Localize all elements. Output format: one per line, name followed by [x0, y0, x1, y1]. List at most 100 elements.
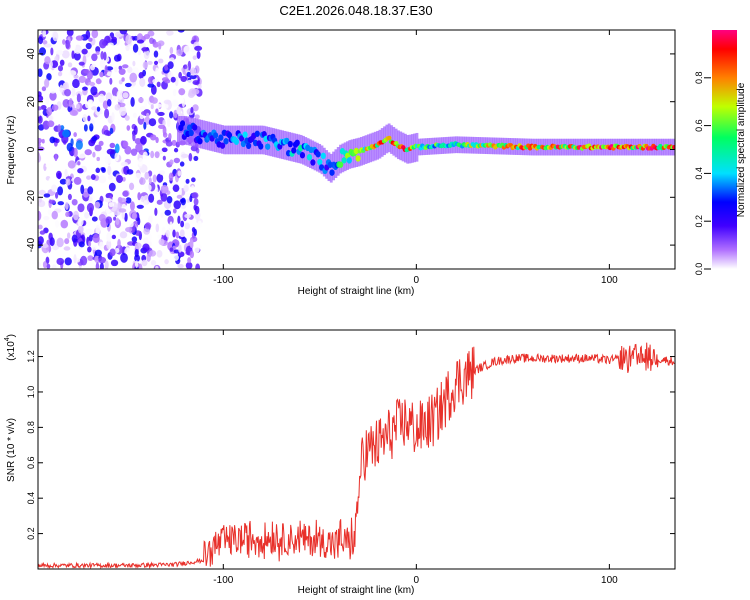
- noise-speckle: [173, 200, 182, 210]
- noise-speckle: [137, 157, 144, 167]
- noise-speckle: [150, 150, 155, 159]
- noise-speckle: [185, 178, 190, 184]
- noise-speckle: [164, 259, 169, 265]
- y-tick-label: 1.0: [26, 386, 36, 399]
- noise-speckle: [148, 118, 157, 127]
- y-tick-label: 40: [26, 48, 37, 60]
- noise-speckle: [75, 103, 81, 110]
- noise-speckle: [160, 212, 164, 218]
- noise-speckle: [41, 86, 47, 92]
- noise-speckle: [132, 112, 137, 118]
- noise-speckle: [126, 125, 131, 131]
- noise-speckle: [64, 169, 68, 177]
- noise-speckle: [54, 138, 60, 144]
- noise-speckle: [124, 212, 128, 222]
- noise-speckle: [91, 106, 97, 111]
- ridge-point: [320, 152, 326, 160]
- ridge-halo: [322, 147, 326, 177]
- noise-speckle: [104, 197, 112, 203]
- noise-speckle: [180, 97, 185, 104]
- ridge-halo: [339, 144, 342, 174]
- noise-speckle: [103, 51, 107, 61]
- ridge-halo: [329, 153, 333, 183]
- noise-speckle: [109, 142, 116, 149]
- noise-speckle: [38, 94, 44, 102]
- noise-speckle: [162, 32, 168, 39]
- noise-speckle: [139, 114, 144, 120]
- noise-speckle: [99, 59, 106, 68]
- noise-speckle: [119, 231, 128, 239]
- noise-speckle: [64, 202, 69, 210]
- noise-speckle: [107, 165, 112, 176]
- noise-speckle: [114, 66, 118, 73]
- noise-speckle: [144, 222, 152, 230]
- noise-speckle: [92, 151, 96, 158]
- noise-speckle: [38, 36, 44, 45]
- noise-speckle: [99, 241, 104, 250]
- noise-speckle: [106, 98, 112, 107]
- noise-speckle: [159, 170, 166, 176]
- noise-speckle: [75, 35, 84, 41]
- x-tick-label: 0: [414, 275, 420, 286]
- noise-speckle: [193, 244, 200, 253]
- noise-speckle: [68, 70, 77, 77]
- y-tick-label: 0: [26, 146, 37, 152]
- noise-speckle: [38, 106, 43, 111]
- noise-speckle: [171, 139, 177, 147]
- noise-speckle: [114, 104, 121, 111]
- noise-speckle: [134, 172, 142, 181]
- noise-speckle: [50, 47, 54, 56]
- noise-speckle: [115, 247, 120, 254]
- ridge-halo: [336, 147, 340, 176]
- noise-speckle: [98, 175, 107, 184]
- noise-speckle: [108, 182, 116, 192]
- ridge-halo: [285, 131, 289, 161]
- noise-speckle: [111, 36, 118, 43]
- noise-speckle: [72, 40, 76, 51]
- noise-speckle: [73, 254, 77, 264]
- ridge-halo: [290, 132, 294, 162]
- ridge-halo: [295, 133, 298, 163]
- noise-speckle: [62, 39, 66, 45]
- noise-speckle: [129, 72, 138, 83]
- noise-speckle: [194, 114, 200, 120]
- noise-speckle: [195, 263, 201, 269]
- noise-speckle: [78, 61, 85, 66]
- noise-speckle: [155, 67, 159, 76]
- noise-speckle: [62, 129, 70, 138]
- noise-speckle: [87, 240, 92, 247]
- noise-speckle: [130, 97, 135, 107]
- noise-speckle: [42, 30, 47, 38]
- noise-speckle: [156, 249, 163, 258]
- ridge-halo: [309, 139, 312, 169]
- noise-speckle: [178, 88, 186, 96]
- noise-speckle: [73, 132, 77, 138]
- noise-speckle: [119, 106, 127, 117]
- noise-speckle: [44, 56, 51, 65]
- noise-speckle: [134, 137, 142, 145]
- noise-speckle: [137, 192, 141, 201]
- noise-speckle: [161, 147, 168, 153]
- noise-speckle: [85, 30, 91, 40]
- noise-speckle: [124, 82, 132, 88]
- colorbar-tick-label: 0.6: [694, 119, 704, 132]
- noise-speckle: [67, 193, 72, 201]
- ridge-point: [341, 157, 347, 164]
- noise-speckle: [156, 173, 164, 183]
- noise-speckle: [184, 222, 191, 230]
- noise-speckle: [48, 199, 56, 204]
- noise-speckle: [179, 229, 185, 238]
- noise-speckle: [71, 234, 78, 243]
- noise-speckle: [118, 102, 126, 108]
- noise-speckle: [122, 176, 126, 182]
- noise-speckle: [94, 144, 102, 152]
- noise-speckle: [85, 42, 92, 50]
- noise-speckle: [163, 99, 172, 105]
- noise-speckle: [191, 192, 199, 199]
- noise-speckle: [105, 208, 111, 214]
- noise-speckle: [129, 201, 135, 211]
- noise-speckle: [75, 139, 83, 150]
- noise-speckle: [77, 168, 84, 174]
- noise-speckle: [45, 96, 50, 105]
- noise-speckle: [38, 262, 41, 268]
